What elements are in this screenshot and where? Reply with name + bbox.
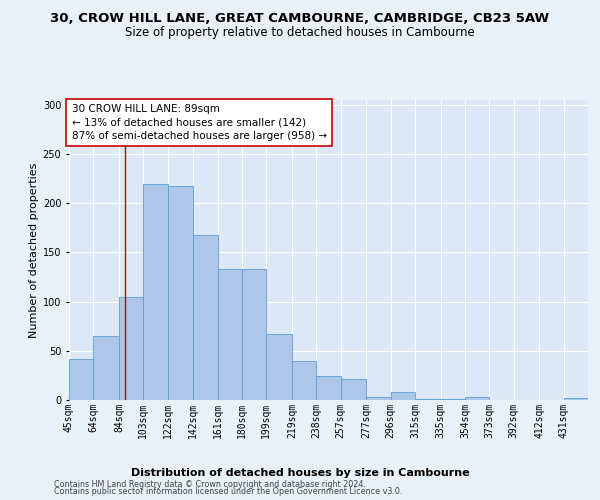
Bar [119, 296, 143, 400]
Bar [266, 334, 292, 400]
Text: Contains HM Land Registry data © Crown copyright and database right 2024.: Contains HM Land Registry data © Crown c… [54, 480, 366, 489]
Bar [167, 186, 193, 400]
Bar [465, 397, 490, 400]
Text: Size of property relative to detached houses in Cambourne: Size of property relative to detached ho… [125, 26, 475, 39]
Bar [218, 269, 242, 400]
Text: 30 CROW HILL LANE: 89sqm
← 13% of detached houses are smaller (142)
87% of semi-: 30 CROW HILL LANE: 89sqm ← 13% of detach… [71, 104, 326, 141]
Y-axis label: Number of detached properties: Number of detached properties [29, 162, 38, 338]
Bar [440, 399, 465, 400]
Bar [94, 336, 119, 400]
Text: Contains public sector information licensed under the Open Government Licence v3: Contains public sector information licen… [54, 487, 403, 496]
Bar [391, 392, 415, 400]
Bar [367, 397, 391, 400]
Bar [193, 235, 218, 400]
Bar [143, 184, 167, 400]
Bar [316, 376, 341, 400]
Bar [292, 360, 316, 400]
Text: Distribution of detached houses by size in Cambourne: Distribution of detached houses by size … [131, 468, 469, 477]
Bar [69, 358, 94, 400]
Bar [341, 380, 367, 400]
Bar [242, 269, 266, 400]
Bar [563, 398, 588, 400]
Text: 30, CROW HILL LANE, GREAT CAMBOURNE, CAMBRIDGE, CB23 5AW: 30, CROW HILL LANE, GREAT CAMBOURNE, CAM… [50, 12, 550, 26]
Bar [415, 399, 440, 400]
